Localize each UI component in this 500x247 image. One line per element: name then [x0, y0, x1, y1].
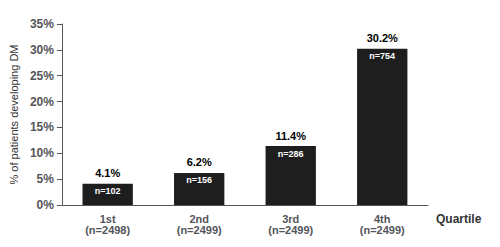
svg-text:5%: 5% [37, 172, 55, 186]
svg-text:3rd: 3rd [282, 212, 300, 225]
svg-text:n=156: n=156 [186, 175, 212, 185]
svg-text:2nd: 2nd [189, 212, 209, 225]
svg-text:20%: 20% [30, 95, 54, 109]
svg-text:4.1%: 4.1% [95, 167, 120, 179]
svg-text:n=102: n=102 [95, 186, 121, 196]
svg-text:30%: 30% [30, 43, 54, 57]
svg-text:n=754: n=754 [369, 51, 395, 61]
svg-text:11.4%: 11.4% [275, 130, 306, 142]
svg-text:(n=2499): (n=2499) [177, 224, 222, 236]
svg-text:(n=2498): (n=2498) [85, 224, 130, 236]
svg-text:Quartile: Quartile [436, 212, 482, 226]
svg-text:n=286: n=286 [278, 149, 304, 159]
svg-text:15%: 15% [30, 120, 54, 134]
svg-text:(n=2499): (n=2499) [360, 224, 405, 236]
svg-text:% of patients developing DM: % of patients developing DM [8, 44, 20, 184]
svg-text:10%: 10% [30, 146, 54, 160]
svg-text:(n=2499): (n=2499) [268, 224, 313, 236]
svg-text:0%: 0% [37, 198, 55, 212]
svg-text:6.2%: 6.2% [187, 156, 212, 168]
svg-text:35%: 35% [30, 17, 54, 31]
svg-text:25%: 25% [30, 69, 54, 83]
svg-text:4th: 4th [374, 212, 391, 225]
svg-text:1st: 1st [99, 212, 116, 225]
svg-text:30.2%: 30.2% [367, 32, 398, 44]
